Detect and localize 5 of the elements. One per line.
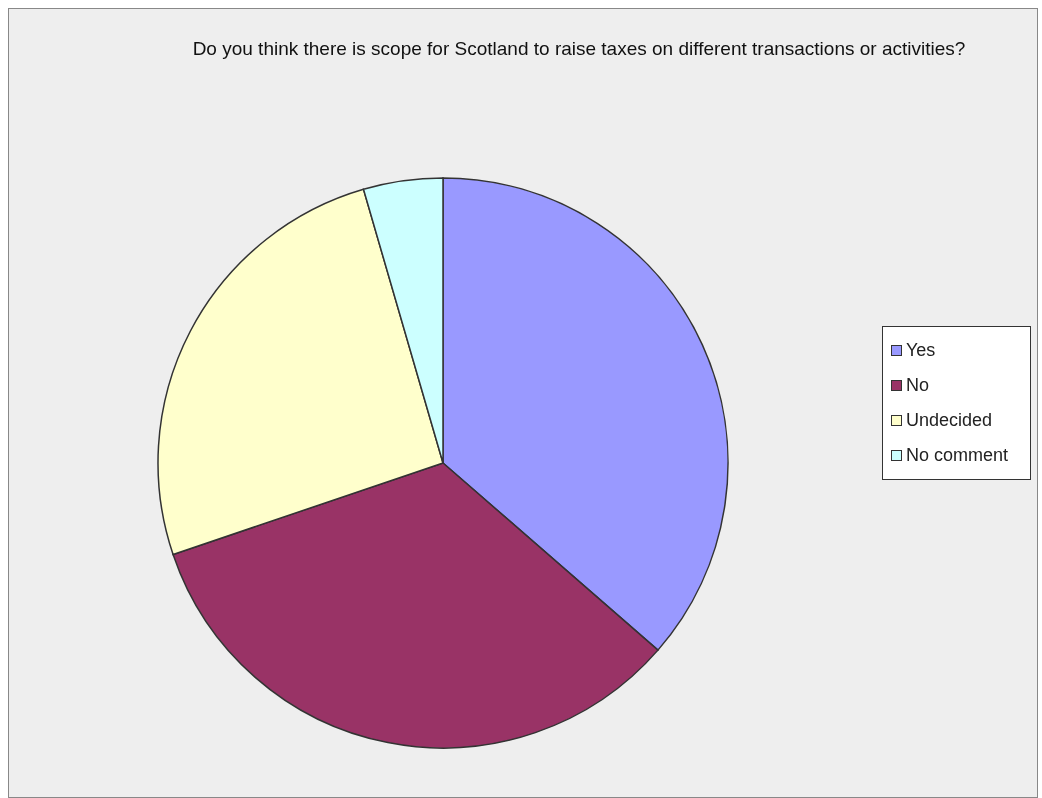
legend-label: Yes — [905, 339, 936, 362]
legend-label: Undecided — [905, 409, 993, 432]
legend-label: No comment — [905, 444, 1008, 467]
legend-label: No — [905, 374, 929, 397]
chart-title: Do you think there is scope for Scotland to raise taxes on different transactions or activities? — [191, 37, 967, 61]
